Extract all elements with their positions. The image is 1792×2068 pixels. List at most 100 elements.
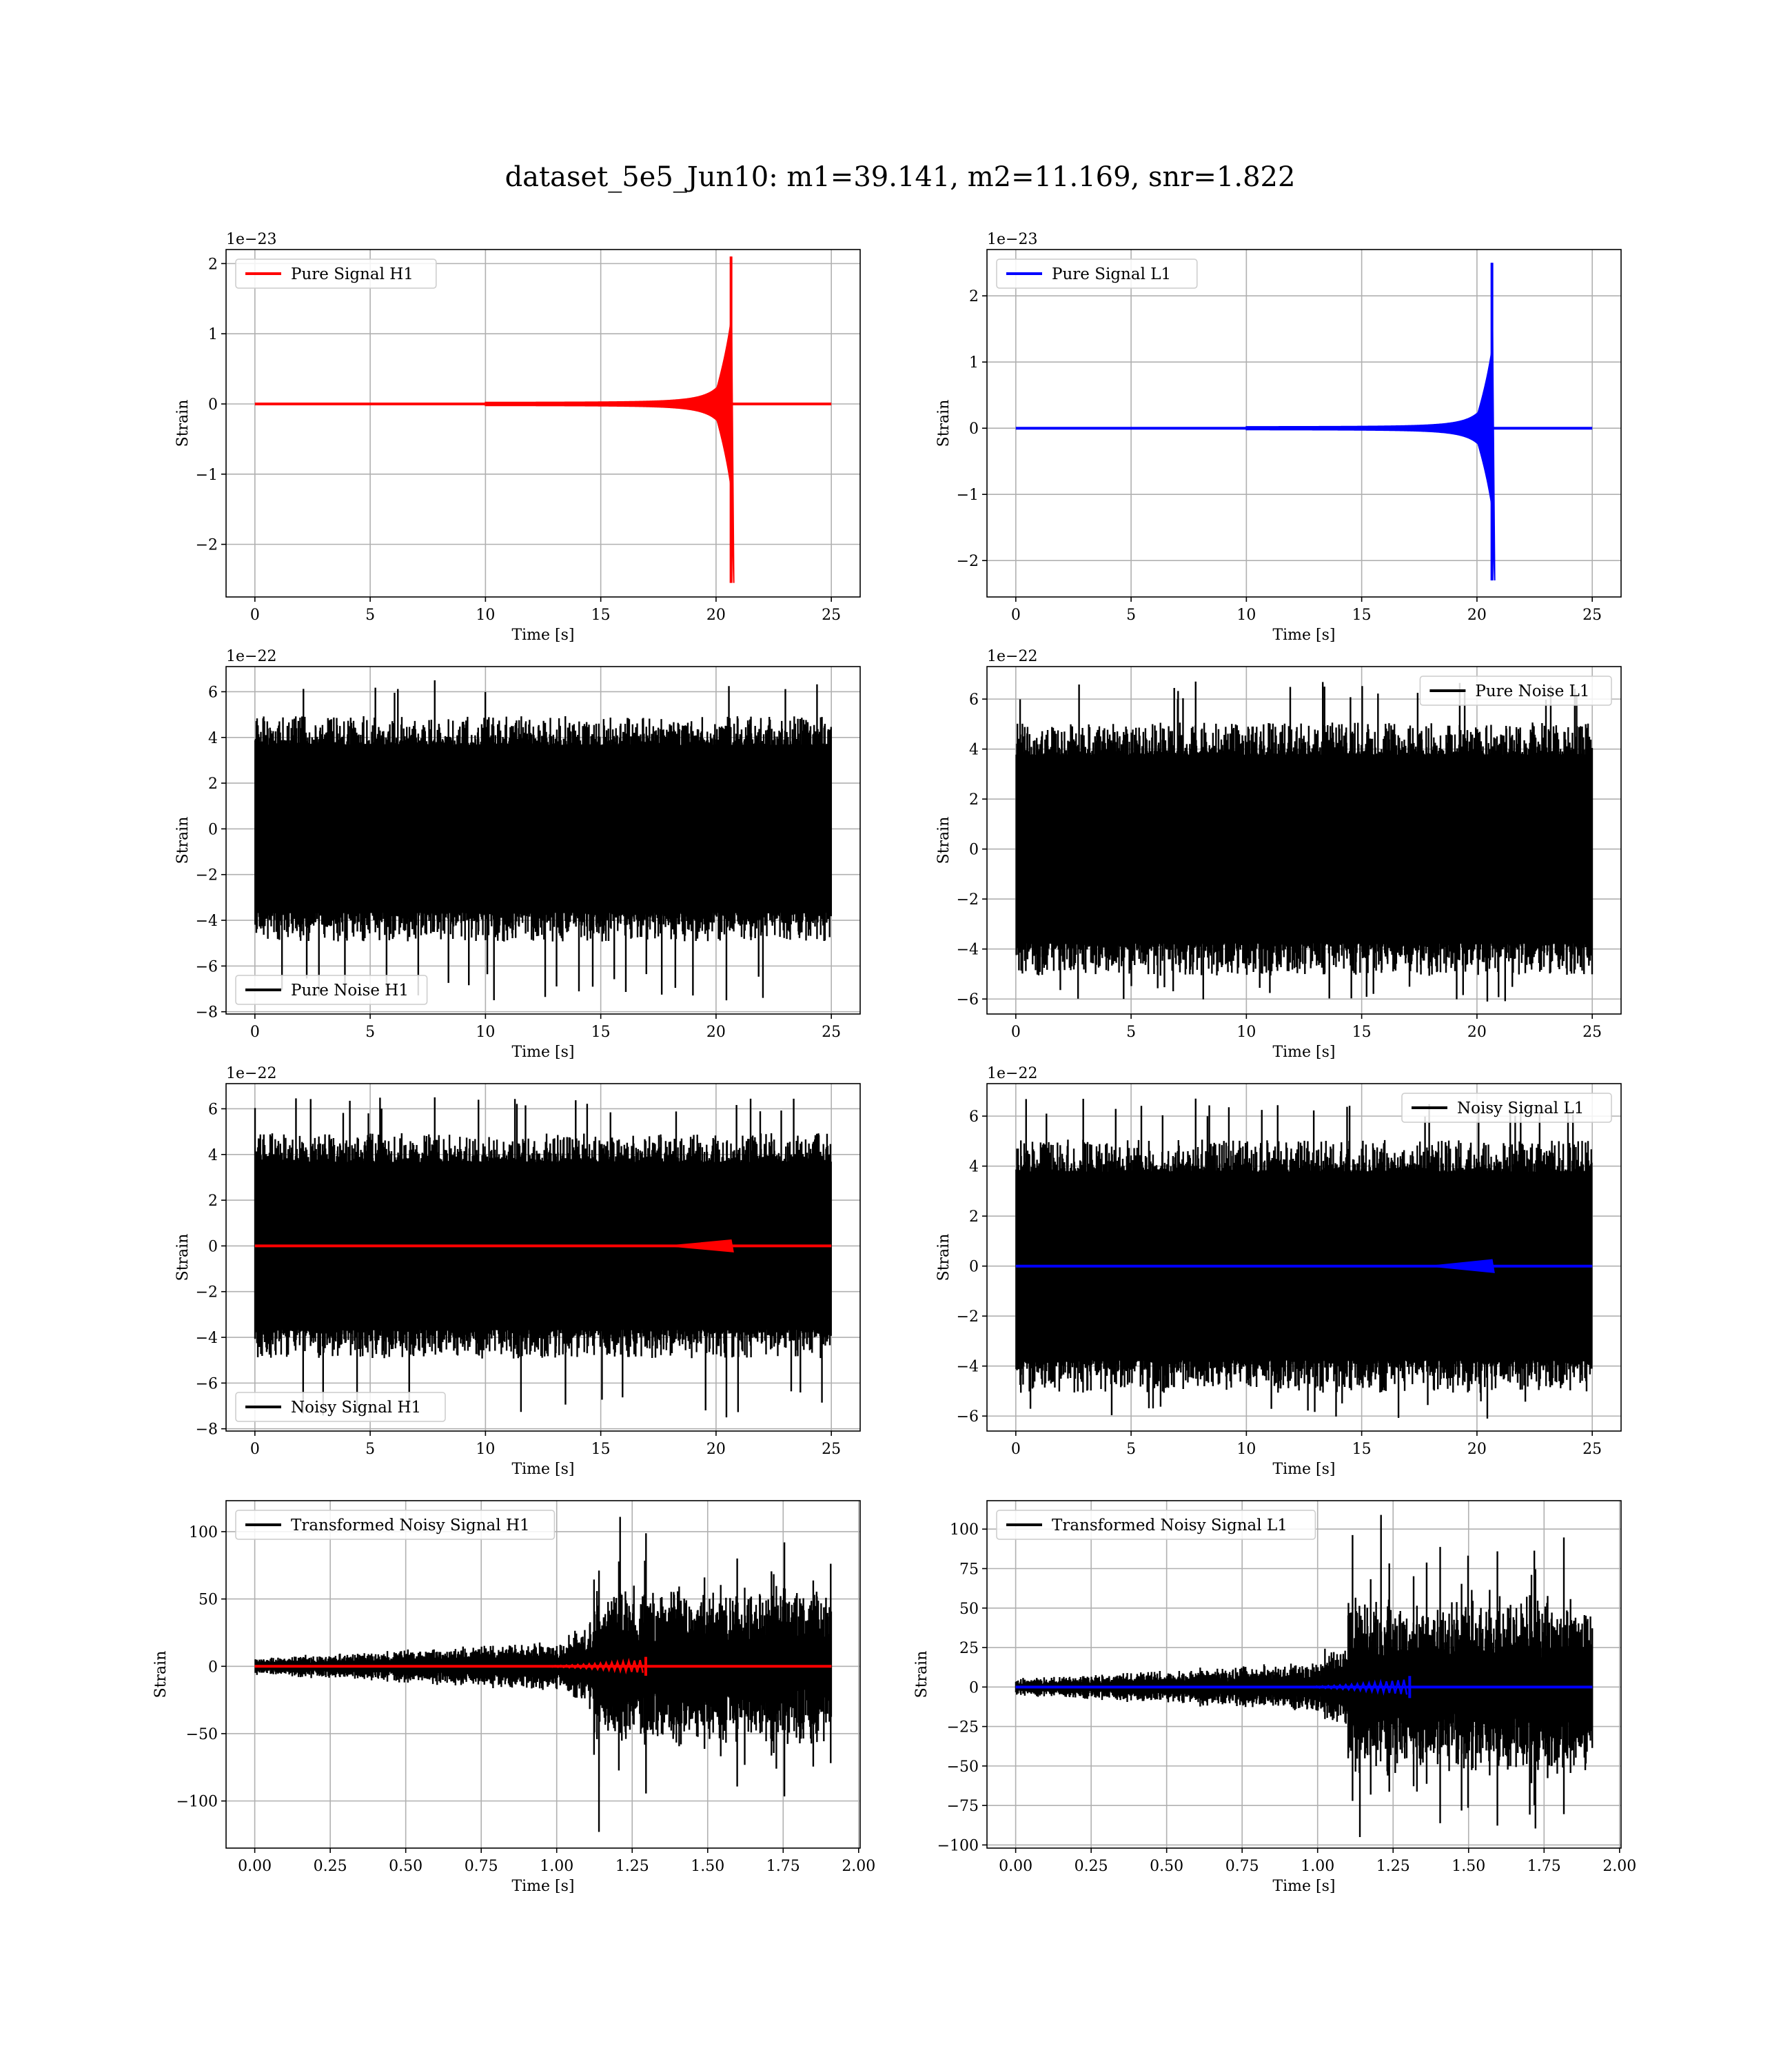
- subplot-3-l1-xtick-label: 0: [1011, 1441, 1021, 1458]
- subplot-2-l1-frame: [986, 666, 1622, 1015]
- subplot-4-l1-ytick-label: −50: [947, 1758, 979, 1776]
- subplot-2-l1-xtick-label: 20: [1467, 1024, 1487, 1041]
- subplot-2-h1-ytick-label: 0: [208, 821, 218, 838]
- subplot-4-h1-xtick-label: 0.50: [389, 1858, 422, 1875]
- subplot-1-l1-ylabel: Strain: [935, 400, 953, 447]
- subplot-1-l1-series: [1015, 263, 1593, 581]
- subplot-4-h1-xtick-label: 0.00: [238, 1858, 272, 1875]
- subplot-4-h1-xlabel: Time [s]: [511, 1878, 574, 1895]
- subplot-1-l1-ytick-label: −2: [957, 553, 979, 570]
- subplot-3-l1-ytick-label: −2: [957, 1308, 979, 1326]
- subplot-2-l1-ytick-label: −2: [957, 891, 979, 909]
- subplot-3-l1-ytick-label: 2: [969, 1208, 979, 1226]
- subplot-2-l1-ytick-label: 2: [969, 791, 979, 809]
- subplot-4-l1-xtick-label: 0.50: [1150, 1858, 1183, 1875]
- subplot-3-l1-legend-box: [1401, 1093, 1612, 1123]
- subplot-1-h1-ylabel: Strain: [174, 400, 192, 447]
- subplot-2-l1-noise-line: [1015, 681, 1594, 1002]
- subplot-3-h1-series: [254, 1097, 832, 1418]
- subplot-1-h1-series: [254, 256, 832, 583]
- subplot-3-h1-legend: Noisy Signal H1: [235, 1392, 446, 1422]
- subplot-1-l1-ytick-label: −1: [957, 487, 979, 504]
- subplot-4-h1-ytick-label: −50: [186, 1726, 218, 1743]
- subplot-1-l1-xtick-label: 5: [1126, 607, 1136, 624]
- subplot-2-h1-ytick-label: −4: [196, 913, 218, 930]
- subplot-1-h1-legend-label: Pure Signal H1: [291, 265, 414, 283]
- subplot-4-h1-xtick-label: 0.25: [314, 1858, 347, 1875]
- subplot-3-h1-offset-text: 1e−22: [226, 1065, 276, 1082]
- subplot-2-h1-offset-text: 1e−22: [226, 648, 276, 665]
- subplot-4-l1-xtick-label: 1.25: [1376, 1858, 1410, 1875]
- subplot-2-l1-ytick-label: 0: [969, 842, 979, 859]
- subplot-3-h1-ytick-label: 2: [208, 1193, 218, 1210]
- subplot-2-h1-ytick-label: −8: [196, 1004, 218, 1022]
- subplot-2-h1-noise-line: [254, 680, 833, 1001]
- subplot-2-h1-xtick-label: 20: [706, 1024, 726, 1041]
- subplot-3-l1-ylabel: Strain: [935, 1234, 953, 1281]
- subplot-2-l1-ytick-label: 6: [969, 691, 979, 709]
- subplot-1-l1-xtick-label: 0: [1011, 607, 1021, 624]
- subplot-3-h1-xtick-label: 5: [365, 1441, 375, 1458]
- subplot-3-h1-xtick-label: 0: [250, 1441, 260, 1458]
- subplot-1-h1-ytick-label: −1: [196, 467, 218, 484]
- subplot-3-l1-noise-line: [1015, 1098, 1593, 1419]
- subplot-4-h1-legend: Transformed Noisy Signal H1: [235, 1510, 556, 1540]
- subplot-3-h1-ytick-label: 0: [208, 1238, 218, 1255]
- subplot-3-l1-xlabel: Time [s]: [1272, 1461, 1335, 1478]
- subplot-4-h1-xtick-label: 1.75: [766, 1858, 800, 1875]
- subplot-3-h1-legend-box: [235, 1392, 446, 1422]
- subplot-3-l1-offset-text: 1e−22: [987, 1065, 1037, 1082]
- subplot-4-h1-frame: [225, 1500, 861, 1849]
- subplot-2-h1-xtick-label: 10: [476, 1024, 495, 1041]
- subplot-3-h1-frame: [225, 1083, 861, 1432]
- subplot-1-l1-ytick-label: 1: [969, 354, 979, 372]
- subplot-3-l1-ytick-label: 6: [969, 1108, 979, 1126]
- subplot-3-h1-ylabel: Strain: [174, 1234, 192, 1281]
- subplot-4-h1-series: [254, 1517, 833, 1832]
- subplot-3-h1-xtick-label: 20: [706, 1441, 726, 1458]
- subplot-1-l1-chirp-envelope: [1245, 263, 1496, 581]
- subplot-4-l1-ticks: 0.00 0.25 0.50 0.75 1.00 1.25 1.50 1.75 2.00 100 7…: [937, 1521, 1637, 1875]
- subplot-1-l1-ytick-label: 0: [969, 420, 979, 438]
- subplot-4-l1-signal-chirp: [1293, 1679, 1408, 1696]
- subplot-4-h1-ytick-label: 50: [198, 1592, 218, 1609]
- subplot-3-h1-noise-line: [254, 1097, 832, 1418]
- subplot-2-l1-xtick-label: 25: [1582, 1024, 1602, 1041]
- subplot-1-l1-xtick-label: 15: [1352, 607, 1372, 624]
- subplot-4-l1-frame: [986, 1500, 1622, 1849]
- subplot-1-h1-ytick-label: 2: [208, 256, 218, 273]
- subplot-3-h1-xtick-label: 15: [591, 1441, 611, 1458]
- subplot-2-l1-ytick-label: 4: [969, 742, 979, 759]
- subplot-3-l1-signal-chirp: [1430, 1259, 1495, 1273]
- subplot-4-l1-ytick-label: 25: [959, 1640, 979, 1657]
- subplot-2-l1-series: [1015, 681, 1594, 1002]
- subplot-4-h1-xtick-label: 1.25: [615, 1858, 649, 1875]
- subplot-4-h1-ylabel: Strain: [152, 1651, 170, 1699]
- subplot-4-l1-xtick-label: 1.75: [1527, 1858, 1561, 1875]
- subplot-1-h1-chirp-envelope: [485, 256, 735, 583]
- subplot-2-l1-ytick-label: −6: [957, 991, 979, 1008]
- subplot-4-h1-noise-line: [254, 1517, 833, 1832]
- subplot-1-l1-xtick-label: 10: [1236, 607, 1256, 624]
- subplot-1-h1-xtick-label: 20: [706, 607, 726, 624]
- subplot-4-l1-xtick-label: 1.00: [1301, 1858, 1334, 1875]
- subplot-2-l1-legend-box: [1419, 676, 1612, 706]
- subplot-4-h1-ticks: 0.00 0.25 0.50 0.75 1.00 1.25 1.50 1.75 2.00 100 5…: [176, 1524, 876, 1875]
- subplot-3-l1-frame: [986, 1083, 1622, 1432]
- subplot-1-h1-xlabel: Time [s]: [511, 627, 574, 644]
- subplot-3-l1-series: [1015, 1098, 1593, 1419]
- subplot-2-h1-xtick-label: 5: [365, 1024, 375, 1041]
- subplot-4-l1-series: [1015, 1514, 1594, 1837]
- subplot-1-h1-ytick-label: −2: [196, 537, 218, 554]
- subplot-1-l1-frame: [986, 249, 1622, 598]
- subplot-4-l1-xtick-label: 1.50: [1452, 1858, 1485, 1875]
- subplot-4-h1-xtick-label: 0.75: [465, 1858, 498, 1875]
- subplot-2-l1-legend-label: Pure Noise L1: [1475, 682, 1589, 700]
- subplot-4-l1-xlabel: Time [s]: [1272, 1878, 1335, 1895]
- subplot-1-l1-xlabel: Time [s]: [1272, 627, 1335, 644]
